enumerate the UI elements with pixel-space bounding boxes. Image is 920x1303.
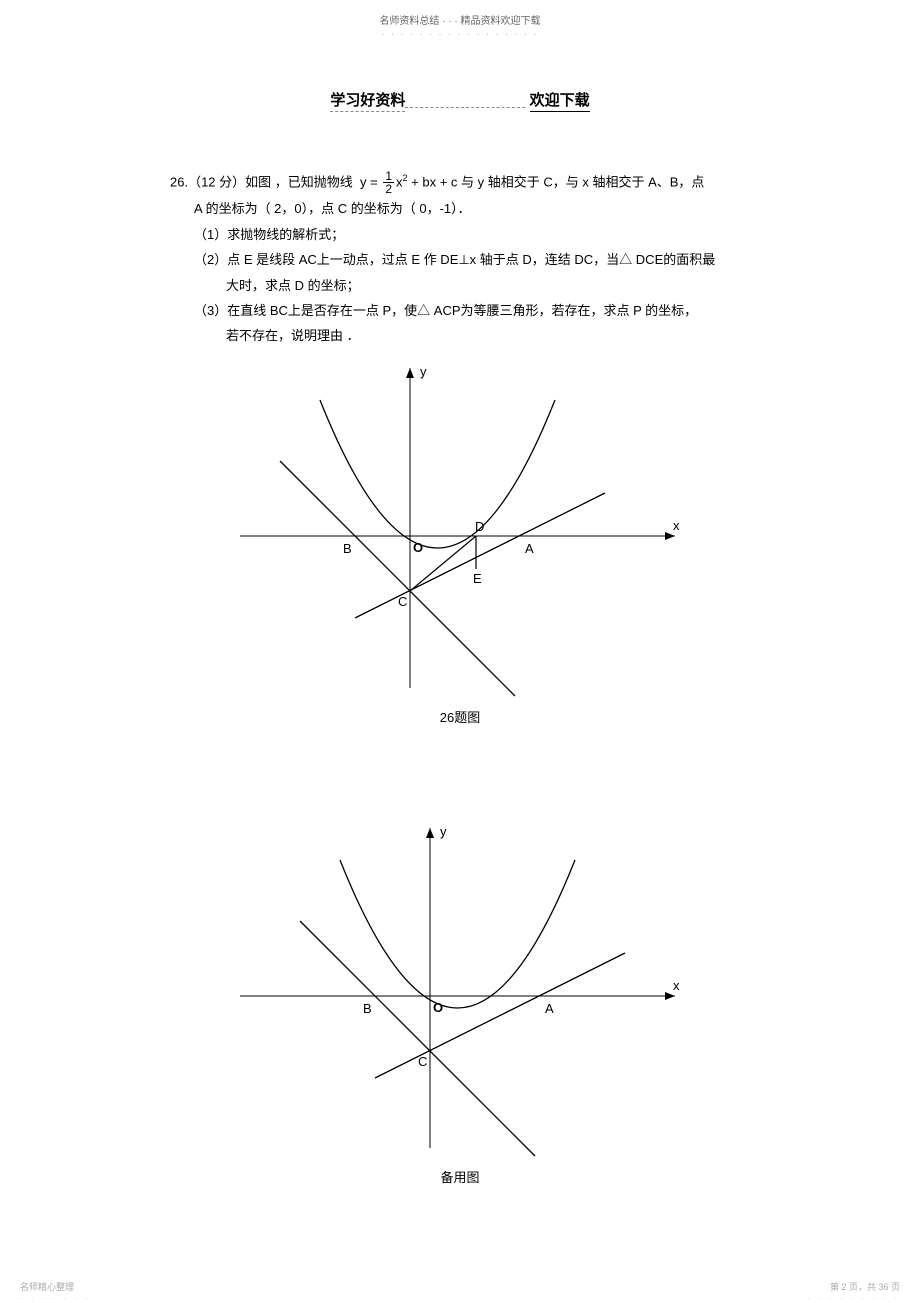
title-left: 学习好资料 — [330, 92, 405, 112]
footer-left-sub: · · · · · · · — [20, 1294, 91, 1303]
footer-right-sub: · · · · · · · · · — [807, 1294, 900, 1303]
svg-text:O: O — [413, 540, 423, 555]
svg-text:C: C — [398, 594, 407, 609]
problem-line-2: A 的坐标为（ 2，0），点 C 的坐标为（ 0，-1）． — [170, 197, 810, 220]
svg-text:A: A — [525, 541, 534, 556]
problem-line-1: 26.（12 分）如图 ，已知抛物线 y = 12x2 + bx + c 与 y… — [170, 170, 810, 195]
diagram-2: y x O A B C 备用图 — [235, 818, 685, 1158]
diagram-1-caption: 26题图 — [235, 707, 685, 726]
title-right: 欢迎下载 — [530, 92, 590, 112]
problem-q2-cont: 大时，求点 D 的坐标； — [170, 274, 810, 297]
diagram-1: y x O A B C D E 26题图 — [235, 358, 685, 698]
svg-text:B: B — [343, 541, 352, 556]
svg-text:y: y — [440, 824, 447, 839]
problem-q3-cont: 若不存在，说明理由 ． — [170, 324, 810, 347]
svg-text:E: E — [473, 571, 482, 586]
page-title: 学习好资料 欢迎下载 — [0, 89, 920, 110]
footer-left: 名师精心整理 — [20, 1280, 74, 1293]
problem-q3: （3）在直线 BC上是否存在一点 P，使△ ACP为等腰三角形，若存在，求点 P… — [170, 299, 810, 322]
svg-text:x: x — [673, 978, 680, 993]
svg-text:A: A — [545, 1001, 554, 1016]
svg-text:D: D — [475, 519, 484, 534]
top-header: 名师资料总结 · · · 精品资料欢迎下载 — [0, 0, 920, 27]
svg-text:O: O — [433, 1000, 443, 1015]
top-header-sub: · · · · · · · · · · · · · · · · · — [0, 29, 920, 39]
svg-text:y: y — [420, 364, 427, 379]
problem-content: 26.（12 分）如图 ，已知抛物线 y = 12x2 + bx + c 与 y… — [170, 170, 810, 348]
problem-q1: （1）求抛物线的解析式； — [170, 223, 810, 246]
svg-text:B: B — [363, 1001, 372, 1016]
diagram-2-caption: 备用图 — [235, 1167, 685, 1186]
footer-right: 第 2 页，共 36 页 — [830, 1280, 900, 1293]
problem-q2: （2）点 E 是线段 AC上一动点，过点 E 作 DE⊥x 轴于点 D，连结 D… — [170, 248, 810, 271]
svg-text:x: x — [673, 518, 680, 533]
svg-text:C: C — [418, 1054, 427, 1069]
